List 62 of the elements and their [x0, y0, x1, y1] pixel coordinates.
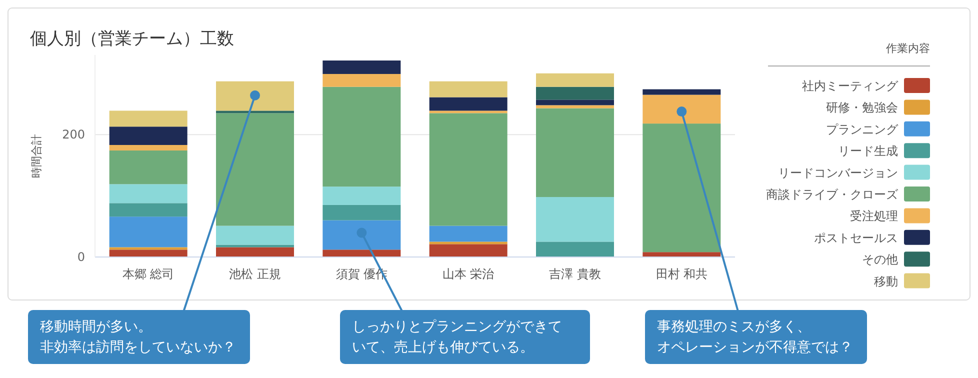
bar: [536, 108, 614, 198]
x-tick-label: 吉澤 貴教: [549, 267, 601, 281]
bar: [642, 94, 721, 124]
bar: [536, 86, 614, 100]
x-tick-label: 山本 栄治: [442, 267, 494, 281]
text: 移動時間が多い。非効率は訪問をしていないか？: [40, 319, 236, 356]
chart-title: 個人別（営業チーム）工数: [30, 29, 234, 49]
bar: [109, 247, 188, 250]
bar: [109, 184, 188, 204]
bar: [642, 124, 721, 252]
bar: [322, 86, 401, 187]
bar: [322, 220, 401, 250]
bar: [322, 60, 401, 74]
bar: [109, 144, 188, 150]
bar: [536, 73, 614, 87]
bar: [536, 242, 614, 257]
x-tick-label: 田村 和共: [656, 267, 708, 281]
y-tick-label: 0: [77, 250, 85, 264]
legend-label: 受注処理: [850, 209, 898, 224]
bar: [109, 203, 188, 217]
bar: [322, 74, 401, 87]
legend-label: 社内ミーティング: [802, 79, 899, 93]
legend-label: リード生成: [838, 144, 898, 158]
bar: [216, 113, 294, 226]
y-tick-label: 200: [62, 128, 85, 142]
bar: [109, 126, 188, 145]
text: 事務処理のミスが多く、オペレーションが不得意では？: [657, 319, 853, 356]
bar: [216, 247, 294, 257]
bar: [536, 197, 614, 242]
y-axis-title: 時間合計: [30, 134, 43, 178]
bar: [536, 100, 614, 106]
bar: [536, 105, 614, 108]
bar: [429, 242, 508, 244]
bar: [216, 81, 294, 111]
bar: [429, 97, 508, 111]
bar: [322, 250, 401, 257]
bar: [429, 110, 508, 114]
bar: [642, 89, 721, 95]
text: しっかりとプランニングができていて、売上げも伸びている。: [352, 319, 562, 356]
bar: [429, 244, 508, 257]
bar: [109, 150, 188, 184]
bar: [642, 252, 721, 257]
legend-label: ポストセールス: [814, 230, 898, 245]
legend-label: 研修・勉強会: [826, 100, 898, 115]
bar: [429, 81, 508, 98]
bar: [322, 204, 401, 220]
legend-title: 作業内容: [885, 42, 930, 55]
bar: [429, 226, 508, 242]
bar: [109, 110, 188, 127]
bar: [216, 226, 294, 245]
legend-label: その他: [862, 252, 898, 267]
legend-label: リードコンバージョン: [778, 166, 898, 180]
bar: [429, 113, 508, 226]
legend-label: プランニング: [826, 122, 899, 136]
x-tick-label: 本郷 総司: [122, 267, 174, 281]
bar: [216, 110, 294, 114]
legend-label: 商談ドライブ・クローズ: [766, 188, 899, 202]
bar: [322, 186, 401, 205]
x-tick-label: 池松 正規: [229, 267, 281, 281]
legend-label: 移動: [874, 274, 898, 288]
bar: [109, 216, 188, 248]
bar: [109, 250, 188, 257]
